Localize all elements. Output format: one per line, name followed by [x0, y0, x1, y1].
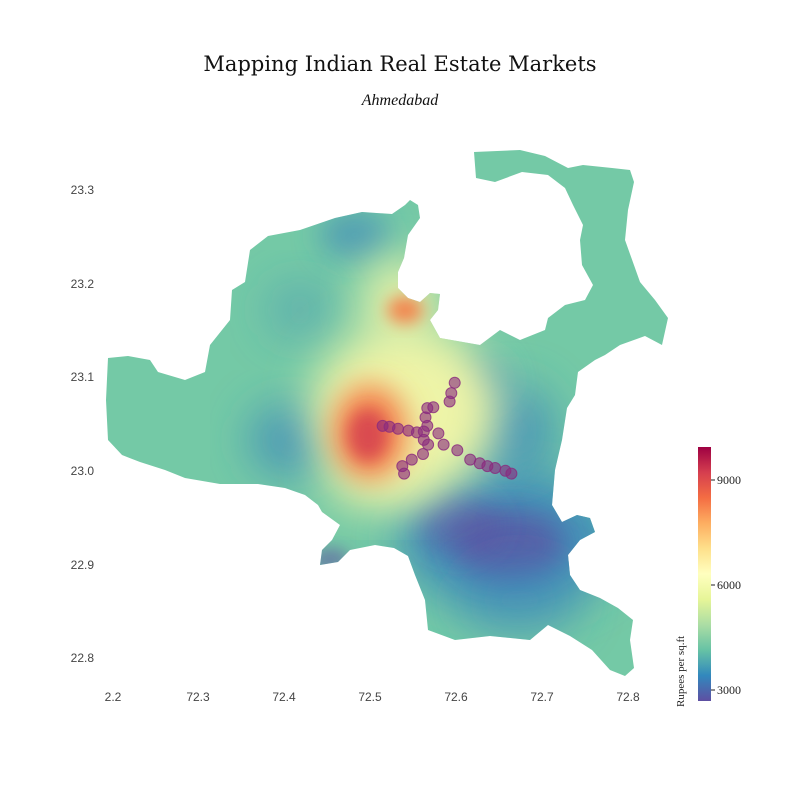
- price-zone: [460, 560, 580, 640]
- y-tick-label: 23.0: [71, 464, 95, 478]
- price-zone: [320, 210, 390, 260]
- colorbar-tick: 6000: [717, 578, 741, 592]
- price-zone: [310, 548, 350, 572]
- metro-stations: [376, 376, 518, 480]
- colorbar-tick: 9000: [717, 473, 741, 487]
- price-zone: [265, 280, 335, 340]
- metro-station-marker: [427, 401, 440, 414]
- x-tick-label: 72.3: [186, 690, 210, 704]
- x-tick-label: 2.2: [105, 690, 122, 704]
- chart-subtitle: Ahmedabad: [361, 92, 439, 109]
- metro-station-marker: [505, 467, 518, 480]
- metro-station-marker: [417, 448, 429, 460]
- colorbar-gradient: [698, 447, 711, 701]
- price-zone: [387, 296, 423, 324]
- colorbar-legend: 9000 6000 3000 Rupees per sq.ft: [675, 447, 741, 707]
- metro-station-marker: [451, 444, 464, 457]
- y-tick-label: 23.2: [71, 277, 95, 291]
- y-tick-label: 22.9: [71, 558, 95, 572]
- metro-station-marker: [448, 376, 461, 389]
- metro-station-marker: [445, 387, 458, 400]
- y-tick-label: 23.1: [71, 370, 95, 384]
- x-tick-label: 72.5: [358, 690, 382, 704]
- metro-station-marker: [432, 427, 445, 440]
- price-zone: [250, 405, 330, 475]
- y-axis-ticks: 23.3 23.2 23.1 23.0 22.9 22.8: [71, 183, 95, 665]
- x-tick-label: 72.7: [530, 690, 554, 704]
- metro-station-marker: [392, 422, 404, 435]
- chart-title: Mapping Indian Real Estate Markets: [203, 52, 597, 76]
- x-tick-label: 72.6: [444, 690, 468, 704]
- price-zone: [348, 409, 388, 461]
- y-tick-label: 22.8: [71, 651, 95, 665]
- metro-station-marker: [489, 462, 502, 474]
- x-tick-label: 72.8: [616, 690, 640, 704]
- metro-station-marker: [422, 438, 435, 451]
- x-axis-ticks: 2.2 72.3 72.4 72.5 72.6 72.7 72.8: [105, 690, 640, 704]
- price-zone: [420, 497, 500, 553]
- y-tick-label: 23.3: [71, 183, 95, 197]
- x-tick-label: 72.4: [272, 690, 296, 704]
- metro-station-marker: [398, 467, 411, 480]
- colorbar-tick: 3000: [717, 683, 741, 697]
- metro-station-marker: [437, 438, 450, 451]
- colorbar-label: Rupees per sq.ft: [675, 636, 687, 707]
- metro-station-marker: [405, 453, 418, 466]
